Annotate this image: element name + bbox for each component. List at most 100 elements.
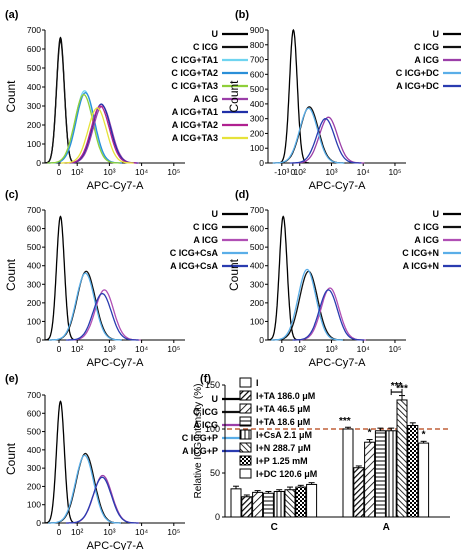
legend-label: I+DC 120.6 μM bbox=[256, 469, 317, 479]
y-tick-label: 400 bbox=[27, 82, 41, 92]
histogram-a-icg-csa bbox=[65, 292, 139, 341]
histogram-u bbox=[277, 28, 310, 164]
y-tick-label: 0 bbox=[215, 512, 220, 522]
legend-label: C ICG bbox=[193, 222, 218, 232]
bar-a-5 bbox=[396, 399, 408, 518]
y-axis-label: Relative ICG Intensity (%) bbox=[193, 383, 204, 498]
bar-a-3 bbox=[374, 430, 386, 518]
bar-c-0 bbox=[230, 488, 242, 518]
x-tick-label: 10³ bbox=[103, 167, 115, 177]
histogram-a-icg-dc bbox=[289, 118, 362, 164]
x-tick-label: 0 bbox=[57, 167, 62, 177]
legend-label: C ICG bbox=[414, 42, 439, 52]
y-tick-label: 600 bbox=[27, 44, 41, 54]
y-tick-label: 700 bbox=[27, 205, 41, 215]
x-category-label: C bbox=[271, 522, 278, 533]
y-tick-label: 0 bbox=[36, 158, 41, 168]
y-axis-label: Count bbox=[4, 442, 18, 475]
legend-swatch bbox=[239, 468, 252, 479]
y-tick-label: 600 bbox=[250, 69, 264, 79]
legend-label: I+TA 46.5 μM bbox=[256, 404, 310, 414]
legend-label: C ICG+CsA bbox=[170, 248, 219, 258]
histogram-c-icg-ta2 bbox=[49, 92, 122, 164]
legend-label: A ICG+TA2 bbox=[172, 120, 218, 130]
y-tick-label: 300 bbox=[250, 114, 264, 124]
legend-label: U bbox=[212, 29, 219, 39]
legend-swatch bbox=[239, 429, 252, 440]
x-tick-label: 10² bbox=[71, 167, 83, 177]
x-tick-label: 10⁵ bbox=[167, 167, 180, 177]
histogram-c-icg-dc bbox=[272, 107, 345, 164]
histogram-c-icg-ta3 bbox=[47, 93, 121, 164]
x-tick-label: 10⁴ bbox=[135, 527, 148, 537]
legend-swatch bbox=[239, 416, 252, 427]
y-tick-label: 0 bbox=[36, 335, 41, 345]
panel-a: (a) 0 100 200 300 400 500 600 700 0 10² 10³ 10⁴ 10⁵ AP… bbox=[4, 9, 248, 192]
y-tick-label: 100 bbox=[27, 500, 41, 510]
histogram-c-icg bbox=[44, 39, 77, 164]
histogram-u bbox=[44, 36, 77, 164]
panel-label: (c) bbox=[5, 189, 19, 201]
legend-label: I+N 288.7 μM bbox=[256, 443, 311, 453]
y-tick-label: 200 bbox=[27, 298, 41, 308]
y-tick-label: 200 bbox=[250, 128, 264, 138]
legend-swatch bbox=[239, 442, 252, 453]
panel-label: (e) bbox=[5, 373, 19, 385]
y-tick-label: 500 bbox=[27, 242, 41, 252]
legend-label: A ICG+DC bbox=[396, 81, 439, 91]
y-tick-label: 200 bbox=[250, 298, 264, 308]
legend-label: A ICG bbox=[414, 235, 439, 245]
histogram-a-icg bbox=[294, 287, 366, 341]
y-axis-label: Count bbox=[227, 80, 241, 113]
bar-c-6 bbox=[295, 486, 307, 518]
panel-label: (a) bbox=[5, 9, 19, 21]
y-axis-label: Count bbox=[4, 258, 18, 291]
legend-label: I bbox=[256, 378, 259, 388]
x-tick-label: 0 bbox=[57, 344, 62, 354]
histogram-c-icg-p bbox=[48, 454, 121, 524]
histogram-a-icg-n bbox=[292, 289, 365, 341]
legend-label: U bbox=[433, 209, 440, 219]
y-tick-label: 800 bbox=[250, 40, 264, 50]
histogram-a-icg-ta2 bbox=[63, 105, 137, 164]
y-tick-label: 400 bbox=[250, 99, 264, 109]
x-tick-label: 0 bbox=[57, 527, 62, 537]
y-tick-label: 300 bbox=[250, 279, 264, 289]
y-tick-label: 0 bbox=[36, 518, 41, 528]
x-tick-label: 10² bbox=[71, 344, 83, 354]
bar-c-7 bbox=[306, 483, 318, 518]
bar-c-2 bbox=[252, 491, 264, 518]
x-axis-label: APC-Cy7-A bbox=[87, 540, 145, 550]
bar-a-1 bbox=[353, 467, 365, 518]
bar-c-5 bbox=[284, 489, 296, 518]
y-tick-label: 300 bbox=[27, 463, 41, 473]
x-category-label: A bbox=[383, 522, 390, 533]
histogram-c-icg bbox=[49, 452, 122, 524]
histogram-u bbox=[44, 400, 77, 524]
x-axis-label: APC-Cy7-A bbox=[309, 357, 367, 369]
y-tick-label: 400 bbox=[250, 261, 264, 271]
y-tick-label: 500 bbox=[250, 84, 264, 94]
histogram-c-icg-csa bbox=[49, 272, 122, 341]
y-tick-label: 200 bbox=[27, 481, 41, 491]
y-tick-label: 400 bbox=[27, 445, 41, 455]
histogram-a-icg-ta3 bbox=[60, 107, 134, 164]
y-tick-label: 600 bbox=[27, 408, 41, 418]
bar-a-6 bbox=[407, 424, 419, 518]
x-tick-label: 0 bbox=[279, 344, 284, 354]
y-tick-label: 700 bbox=[250, 55, 264, 65]
x-tick-label: 10⁵ bbox=[167, 344, 180, 354]
legend-label: C ICG+TA2 bbox=[171, 68, 218, 78]
legend-label: C ICG bbox=[193, 407, 218, 417]
x-tick-label: 10⁴ bbox=[135, 167, 148, 177]
legend-label: I+P 1.25 mM bbox=[256, 456, 308, 466]
bar-a-0 bbox=[342, 428, 354, 518]
y-tick-label: 500 bbox=[27, 63, 41, 73]
panel-c: (c) 0 100 200 300 400 500 600 700 0 10² 10³ 10⁴ 10⁵ AP… bbox=[4, 189, 248, 369]
legend-swatch bbox=[239, 377, 252, 388]
panel-label: (b) bbox=[235, 9, 249, 21]
y-tick-label: 100 bbox=[250, 316, 264, 326]
y-axis-label: Count bbox=[4, 80, 18, 113]
histogram-a-icg bbox=[66, 474, 140, 524]
